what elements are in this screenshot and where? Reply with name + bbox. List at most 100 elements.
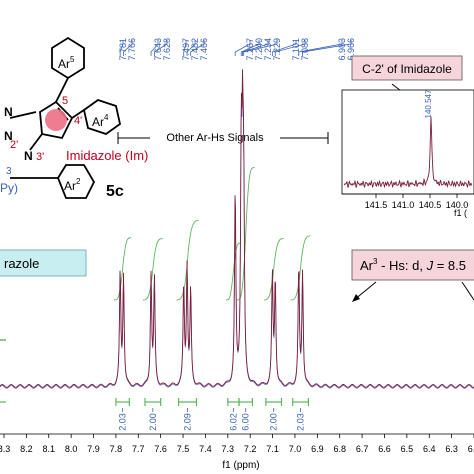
py-label: Py) (0, 181, 18, 195)
integral-curve (263, 238, 284, 301)
peak-label: 7.781 (118, 38, 128, 61)
inset-xlabel: f1 ( (454, 208, 467, 218)
spectrum-trace (0, 69, 474, 388)
bond-ar4 (71, 109, 85, 119)
peak-label: 7.766 (127, 38, 137, 61)
integral-value: 2.03 (296, 413, 306, 431)
peak-label-leaders (119, 40, 352, 56)
ar4-ring (82, 99, 122, 135)
integral-value: 2.09 (183, 413, 193, 431)
x-tick-label: 6.6 (378, 444, 391, 454)
peak-leader (302, 40, 352, 56)
x-axis-label: f1 (ppm) (222, 460, 259, 471)
inset-spectrum (343, 116, 473, 189)
x-tick-label: 6.3 (445, 444, 458, 454)
imidazole-highlight (45, 109, 67, 131)
inset-title-box (351, 55, 463, 81)
ar3-box (351, 249, 474, 281)
peak-labels: 7.781 7.766 7.643 7.628 7.497 7.482 7.466 7.267… (118, 38, 356, 61)
peak-leader (240, 40, 260, 56)
inset-title: C-2' of Imidazole (362, 62, 452, 76)
structure-bond-left (9, 111, 37, 119)
three-label: 3 (6, 166, 12, 177)
inset-tick-label: 140.0 (446, 200, 469, 210)
x-tick-label: 6.5 (401, 444, 414, 454)
inset-tick-label: 141.0 (392, 200, 415, 210)
peak-label: 7.628 (162, 38, 172, 61)
integral-value: 2.00 (269, 413, 279, 431)
integral-curve (236, 167, 255, 301)
other-ar-label-bg (150, 130, 280, 145)
n-label-2: N (4, 129, 13, 143)
x-tick-label: 7.7 (132, 444, 145, 454)
pos2-label: 2' (10, 139, 18, 151)
peak-label: 7.240 (254, 38, 264, 61)
n-label-3: N (24, 149, 33, 163)
peak-label: 6.966 (346, 38, 356, 61)
bond-ar2 (29, 133, 43, 151)
peak-label: 7.466 (199, 38, 209, 61)
pos3-label: 3' (36, 151, 44, 163)
integral-curve (176, 220, 199, 301)
bond-ar5 (55, 77, 69, 103)
peak-label: 7.229 (272, 38, 282, 61)
compound-label: 5c (106, 183, 124, 200)
x-tick-label: 7.8 (110, 444, 123, 454)
inset-peak-label: 140.547 (424, 89, 433, 118)
x-tick-label: 8.2 (20, 444, 33, 454)
x-tick-label: 6.9 (311, 444, 324, 454)
x-tick-label: 8.1 (43, 444, 56, 454)
peak-label: 7.497 (181, 38, 191, 61)
integral-value: 6.00 (241, 413, 251, 431)
x-tick-label: 7.3 (222, 444, 235, 454)
other-ar-label: Other Ar-Hs Signals (166, 132, 264, 144)
peak-leader (298, 40, 343, 56)
ar2-label: Ar2 (64, 177, 81, 193)
peak-leader (186, 40, 196, 56)
integral-value: 2.03 (118, 413, 128, 431)
inset-ticks: 141.5 141.0 140.5 140.0 (365, 194, 469, 210)
peak-label: 7.643 (153, 38, 163, 61)
peak-label: 7.088 (300, 38, 310, 61)
peak-label: 7.482 (190, 38, 200, 61)
integral-curve (225, 242, 242, 301)
pos4-label: 4' (74, 115, 82, 127)
imidazole-ring-label: Imidazole (Im) (66, 148, 148, 163)
peak-leader (242, 40, 269, 56)
peak-leader (183, 40, 187, 56)
x-tick-label: 8.0 (65, 444, 78, 454)
x-tick-label: 7.2 (244, 444, 257, 454)
x-tick-label: 7.1 (266, 444, 279, 454)
peak-leader (119, 40, 124, 56)
peak-leader (271, 40, 297, 56)
peak-leader (154, 40, 168, 56)
inset-frame (341, 89, 474, 195)
inset-tick-label: 140.5 (419, 200, 442, 210)
x-tick-label: 7.0 (289, 444, 302, 454)
pos5-label: 5 (62, 95, 68, 107)
ar3-arrow-head (352, 294, 360, 302)
x-tick-label: 6.7 (356, 444, 369, 454)
inset-tick-label: 141.5 (365, 200, 388, 210)
peak-leader (150, 40, 159, 56)
integral-curve (290, 235, 311, 301)
ar4-label: Ar4 (92, 113, 109, 129)
integral-values: 2.03 2.00 2.09 6.02 6.00 2.00 2.03 (118, 408, 306, 431)
integral-value: 2.00 (148, 413, 158, 431)
peak-label: 7.267 (245, 38, 255, 61)
n-label-1: N (4, 105, 13, 119)
x-ticks: 8.3 8.2 8.1 8.0 7.9 7.8 7.7 7.6 7.5 7.4 7.3 7.2 7.1 7… (0, 434, 474, 454)
x-tick-label: 7.9 (87, 444, 100, 454)
peak-leader (190, 40, 205, 56)
ar5-label: Ar5 (58, 55, 75, 71)
integral-curve (113, 237, 132, 301)
peak-leader (243, 40, 278, 56)
ar3-arrow-2 (461, 281, 474, 301)
x-tick-label: 8.3 (0, 444, 10, 454)
x-tick-label: 7.6 (154, 444, 167, 454)
imidazole-ring (39, 100, 74, 140)
x-tick-label: 6.2 (468, 444, 474, 454)
peak-label: 7.234 (263, 38, 273, 61)
x-tick-label: 7.5 (177, 444, 190, 454)
